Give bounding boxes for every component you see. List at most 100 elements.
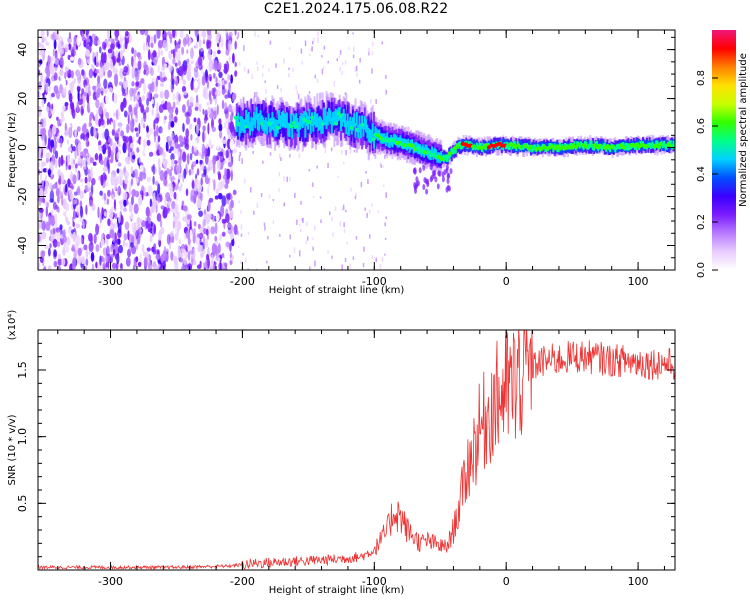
spectrogram-cell — [123, 233, 128, 241]
spectrogram-cell — [184, 250, 189, 260]
spectrogram-cell — [117, 122, 123, 127]
spectrogram-cell — [127, 114, 130, 125]
spectrogram-cell — [382, 165, 384, 168]
spectrogram-cell — [315, 113, 317, 128]
spectrogram-cell — [143, 256, 148, 268]
spectrogram-cell — [95, 223, 100, 236]
spectrogram-cell — [178, 239, 181, 244]
spectrogram-cell — [69, 82, 73, 91]
spectrogram-cell — [367, 116, 370, 138]
spectrogram-cell — [187, 62, 192, 73]
spectrogram-cell — [342, 115, 346, 120]
spectrogram-cell — [73, 78, 76, 84]
spectrogram-cell — [138, 122, 141, 135]
spectrogram-cell — [227, 228, 233, 234]
spectrogram-cell — [355, 115, 358, 138]
spectrogram-cell — [229, 242, 232, 253]
spectrogram-cell — [117, 211, 121, 224]
spectrogram-cell — [320, 219, 322, 223]
spectrogram-cell — [150, 52, 155, 61]
spectrogram-cell — [198, 39, 202, 48]
spectrogram-cell — [52, 227, 56, 235]
spectrogram-cell — [293, 247, 296, 254]
spectrogram-cell — [218, 181, 223, 191]
spectrogram-cell — [202, 219, 207, 227]
spectrogram-cell — [41, 37, 45, 44]
spectrogram-cell — [148, 59, 151, 67]
spectrogram-cell — [471, 140, 474, 149]
spectrogram-cell — [83, 91, 88, 97]
spectrogram-cell — [556, 147, 559, 153]
spectrogram-cell — [175, 141, 178, 149]
spectrogram-cell — [228, 40, 233, 52]
spectrogram-cell — [239, 151, 241, 156]
spectrogram-cell — [123, 76, 127, 82]
spectrogram-cell — [138, 96, 142, 108]
spectrogram-cell — [68, 126, 73, 139]
spectrogram-cell — [116, 57, 120, 63]
spectrogram-cell — [268, 118, 271, 133]
spectrogram-cell — [155, 180, 159, 186]
spectrogram-cell — [54, 58, 59, 65]
spectrogram-cell — [97, 39, 101, 46]
spectrogram-cell — [299, 228, 302, 233]
spectrogram-cell — [104, 128, 110, 141]
spectrogram-cell — [39, 170, 43, 182]
spectrogram-cell — [98, 118, 102, 128]
spectrogram-cell — [118, 221, 122, 234]
spectrogram-cell — [422, 164, 426, 171]
spectrogram-cell — [280, 112, 283, 126]
spectrogram-cell — [59, 69, 64, 82]
spectrogram-cell — [178, 135, 184, 143]
spectrogram-cell — [198, 55, 203, 66]
spectrogram-cell — [136, 216, 141, 227]
spectrogram-cell — [204, 109, 208, 118]
spectrogram-cell — [76, 171, 79, 182]
spectrogram-cell — [80, 236, 83, 245]
spectrogram-cell — [310, 48, 312, 51]
spectrogram-cell — [38, 70, 41, 75]
spectrogram-cell — [73, 35, 77, 47]
spectrogram-cell — [85, 204, 88, 215]
spectrogram-cell — [166, 197, 172, 203]
spectrogram-cell — [108, 87, 113, 93]
spectrogram-cell — [211, 254, 214, 263]
spectrogram-cell — [284, 119, 287, 141]
spectrogram-cell — [304, 40, 307, 47]
colorbar-tick-label: 0.2 — [696, 214, 707, 230]
spectrogram-cell — [105, 111, 109, 119]
spectrogram-cell — [131, 68, 136, 78]
spectrogram-cell — [218, 192, 223, 200]
spectrogram-cell — [340, 117, 342, 131]
spectrogram-cell — [182, 172, 185, 183]
x-tick-label: -300 — [98, 575, 123, 588]
spectrogram-cell — [295, 112, 298, 127]
spectrogram-cell — [130, 178, 134, 186]
spectrogram-cell — [317, 37, 319, 43]
spectrogram-cell — [86, 95, 89, 102]
spectrogram-cell — [70, 99, 73, 110]
spectrogram-cell — [247, 268, 249, 270]
spectrogram-cell — [289, 177, 291, 182]
spectrogram-cell — [178, 93, 181, 102]
spectrogram-cell — [334, 108, 337, 123]
spectrogram-cell — [182, 79, 186, 86]
snr-series-line — [38, 330, 675, 570]
spectrogram-cell — [322, 107, 325, 122]
spectrogram-cell — [213, 50, 217, 58]
spectrogram-cell — [218, 71, 223, 79]
spectrogram-cell — [336, 111, 341, 116]
spectrogram-cell — [247, 111, 250, 126]
spectrogram-cell — [589, 140, 592, 146]
spectrogram-cell — [595, 141, 598, 147]
spectrogram-cell — [172, 30, 176, 38]
spectrogram-cell — [270, 125, 275, 130]
spectrogram-cell — [88, 68, 94, 79]
spectrogram-cell — [185, 230, 190, 239]
spectrogram-cell — [163, 63, 168, 68]
spectrogram-cell — [42, 197, 46, 204]
spectrogram-cell — [207, 199, 211, 212]
spectrogram-cell — [574, 139, 577, 148]
spectrogram-cell — [103, 192, 107, 201]
spectrogram-cell — [532, 146, 535, 152]
